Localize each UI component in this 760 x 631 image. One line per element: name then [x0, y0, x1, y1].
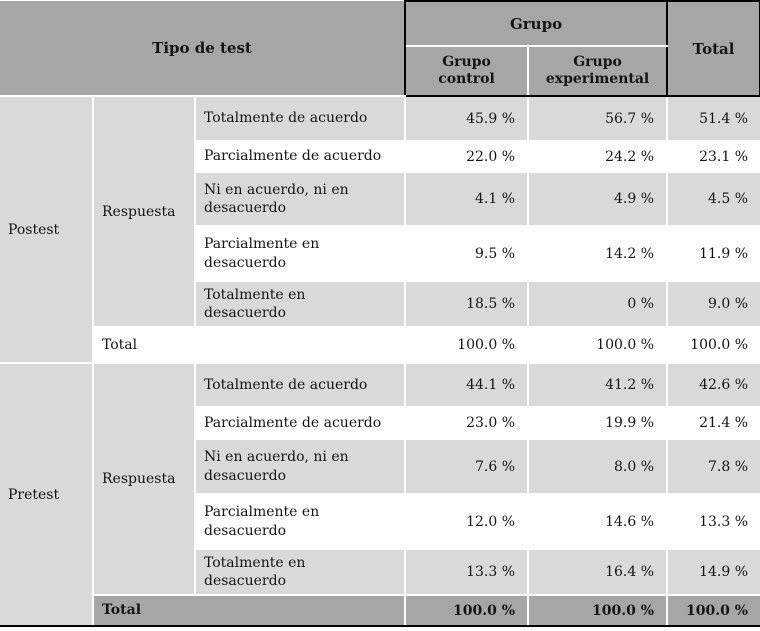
- grand-total-value: 100.0 %: [404, 594, 530, 627]
- value-cell: 56.7 %: [527, 95, 669, 142]
- table-row: Parcialmente en desacuerdo 12.0 % 14.6 %…: [0, 493, 760, 550]
- grand-total-value: 100.0 %: [527, 594, 669, 627]
- row-header-postest: Postest: [0, 95, 94, 364]
- value-cell: 4.9 %: [527, 171, 669, 227]
- response-label: Parcialmente de acuerdo: [193, 140, 407, 173]
- value-cell: 7.8 %: [666, 438, 760, 495]
- value-cell: 42.6 %: [666, 362, 760, 408]
- value-cell: 14.2 %: [527, 225, 669, 282]
- value-cell: 12.0 %: [404, 493, 530, 550]
- value-cell: 51.4 %: [666, 95, 760, 142]
- table-row: Parcialmente de acuerdo 23.0 % 19.9 % 21…: [0, 406, 760, 440]
- value-cell: 7.6 %: [404, 438, 530, 495]
- section-total-label: Total: [91, 326, 407, 364]
- value-cell: 23.1 %: [666, 140, 760, 173]
- column-header-tipo-de-test: Tipo de test: [0, 1, 407, 97]
- value-cell: 19.9 %: [527, 406, 669, 440]
- column-header-total: Total: [666, 0, 760, 97]
- value-cell: 14.6 %: [527, 493, 669, 550]
- table-row: Ni en acuerdo, ni en desacuerdo 7.6 % 8.…: [0, 438, 760, 495]
- table-row: Totalmente en desacuerdo 18.5 % 0 % 9.0 …: [0, 280, 760, 328]
- column-header-grupo: Grupo: [404, 0, 669, 47]
- value-cell: 14.9 %: [666, 548, 760, 596]
- table-row: Pretest Respuesta Totalmente de acuerdo …: [0, 362, 760, 627]
- value-cell: 21.4 %: [666, 406, 760, 440]
- value-cell: 16.4 %: [527, 548, 669, 596]
- response-label: Totalmente de acuerdo: [193, 95, 407, 142]
- table-row: Ni en acuerdo, ni en desacuerdo 4.1 % 4.…: [0, 171, 760, 227]
- value-cell: 18.5 %: [404, 280, 530, 328]
- response-label: Totalmente de acuerdo: [193, 362, 407, 408]
- table-row: Postest Respuesta Totalmente de acuerdo …: [0, 95, 760, 364]
- value-cell: 4.1 %: [404, 171, 530, 227]
- value-cell: 13.3 %: [666, 493, 760, 550]
- section-total-value: 100.0 %: [527, 326, 669, 364]
- section-total-row: Total 100.0 % 100.0 % 100.0 %: [0, 326, 760, 364]
- grand-total-row: Total 100.0 % 100.0 % 100.0 %: [0, 594, 760, 627]
- value-cell: 22.0 %: [404, 140, 530, 173]
- value-cell: 4.5 %: [666, 171, 760, 227]
- table-row: Parcialmente en desacuerdo 9.5 % 14.2 % …: [0, 225, 760, 282]
- response-label: Ni en acuerdo, ni en desacuerdo: [193, 438, 407, 495]
- section-total-value: 100.0 %: [404, 326, 530, 364]
- response-label: Totalmente en desacuerdo: [193, 548, 407, 596]
- value-cell: 23.0 %: [404, 406, 530, 440]
- value-cell: 9.5 %: [404, 225, 530, 282]
- header-row-2: Grupo control Grupo experimental: [0, 45, 760, 97]
- value-cell: 8.0 %: [527, 438, 669, 495]
- value-cell: 44.1 %: [404, 362, 530, 408]
- response-label: Totalmente en desacuerdo: [193, 280, 407, 328]
- table-row: Totalmente en desacuerdo 13.3 % 16.4 % 1…: [0, 548, 760, 596]
- value-cell: 0 %: [527, 280, 669, 328]
- row-header-respuesta-pretest: Respuesta: [93, 362, 196, 596]
- grand-total-label: Total: [91, 594, 407, 627]
- table-row: Parcialmente de acuerdo 22.0 % 24.2 % 23…: [0, 140, 760, 173]
- response-label: Parcialmente en desacuerdo: [193, 493, 407, 550]
- row-header-respuesta-postest: Respuesta: [93, 95, 196, 328]
- column-header-grupo-experimental: Grupo experimental: [527, 45, 669, 97]
- response-label: Ni en acuerdo, ni en desacuerdo: [193, 171, 407, 227]
- section-total-value: 100.0 %: [666, 326, 760, 364]
- value-cell: 13.3 %: [404, 548, 530, 596]
- column-header-grupo-control: Grupo control: [404, 45, 530, 97]
- response-label: Parcialmente de acuerdo: [193, 406, 407, 440]
- value-cell: 45.9 %: [404, 95, 530, 142]
- value-cell: 41.2 %: [527, 362, 669, 408]
- response-label: Parcialmente en desacuerdo: [193, 225, 407, 282]
- value-cell: 9.0 %: [666, 280, 760, 328]
- header-row-1: Tipo de test Grupo Total: [0, 0, 760, 97]
- value-cell: 11.9 %: [666, 225, 760, 282]
- value-cell: 24.2 %: [527, 140, 669, 173]
- grand-total-value: 100.0 %: [666, 594, 760, 627]
- row-header-pretest: Pretest: [0, 362, 94, 627]
